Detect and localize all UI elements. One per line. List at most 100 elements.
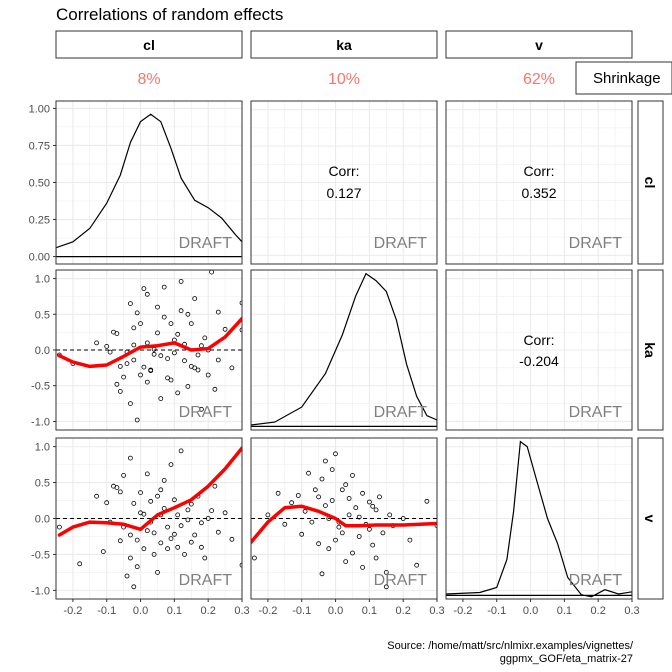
scatter-point	[178, 523, 184, 529]
scatter-point	[251, 555, 257, 561]
x-axis-tick-label: 0.1	[362, 605, 377, 617]
scatter-point	[151, 530, 157, 536]
scatter-point	[188, 539, 194, 545]
scatter-point	[151, 552, 157, 557]
x-axis-tick-label: 0.2	[591, 605, 606, 617]
scatter-point	[94, 493, 99, 499]
scatter-point	[124, 573, 130, 579]
scatter-point	[222, 326, 228, 332]
scatter-point	[215, 309, 221, 315]
scatter-point	[312, 487, 318, 493]
y-axis-tick-label: 0.5	[35, 478, 50, 490]
y-axis-tick-label: 1.0	[35, 442, 50, 454]
scatter-point	[144, 291, 150, 297]
scatter-point	[316, 494, 322, 500]
scatter-point	[309, 519, 315, 525]
axis-layer: -0.2 -0.1 0.0 0.1 0.2 0.3 -0.2 -0.1 0.0 0.1 0.2 0.3…	[29, 103, 640, 617]
draft-watermark: DRAFT	[374, 404, 428, 421]
scatter-point	[161, 284, 167, 290]
y-axis-tick-label: 0.75	[29, 140, 50, 152]
scatter-point	[275, 490, 281, 496]
panel-border	[250, 269, 438, 431]
scatter-point	[165, 524, 171, 530]
scatter-point	[134, 537, 140, 543]
scatter-point	[192, 365, 198, 371]
scatter-point	[94, 340, 99, 346]
x-axis-tick-label: -0.2	[258, 605, 277, 617]
scatter-point	[161, 477, 167, 483]
scatter-point	[127, 555, 133, 561]
scatter-point	[192, 296, 198, 302]
scatter-point	[144, 471, 150, 477]
chart-title: Correlations of random effects	[56, 5, 283, 24]
column-strip-ka: ka	[250, 30, 438, 59]
scatter-point	[134, 310, 140, 316]
scatter-point	[114, 381, 120, 387]
scatter-point	[282, 521, 288, 527]
y-axis-tick-label: 0.5	[35, 309, 50, 321]
scatter-point	[185, 383, 191, 389]
y-axis-tick-label: 0.0	[35, 514, 50, 526]
loess-smooth-line	[251, 504, 437, 544]
draft-watermark: DRAFT	[569, 235, 623, 252]
scatter-point	[188, 321, 194, 327]
scatter-point	[302, 508, 308, 514]
loess-smooth-line	[57, 446, 242, 537]
panel-scatter-ka-vs-cl: DRAFT	[55, 269, 243, 431]
x-axis-tick-label: 0.2	[396, 605, 411, 617]
column-strip-v: v	[445, 30, 633, 59]
draft-watermark: DRAFT	[569, 404, 623, 421]
scatter-point	[339, 487, 345, 493]
scatter-point	[127, 401, 133, 407]
panel-corr-cl-ka: Corr: 0.127 DRAFT	[250, 100, 438, 265]
scatter-point	[117, 489, 123, 495]
scatter-point	[356, 514, 362, 520]
draft-watermark: DRAFT	[179, 572, 233, 589]
scatter-point	[322, 458, 328, 464]
scatter-point	[366, 499, 372, 505]
draft-watermark: DRAFT	[179, 404, 233, 421]
scatter-point	[202, 555, 208, 561]
scatter-point	[175, 544, 181, 550]
scatter-point	[144, 528, 150, 534]
panel-border	[250, 437, 438, 600]
scatter-point	[202, 335, 208, 341]
density-curve-v	[446, 440, 632, 598]
y-axis-tick-label: 0.50	[29, 178, 50, 190]
strip-label: cl	[143, 37, 155, 53]
y-axis-tick-label: 1.00	[29, 103, 50, 115]
scatter-point	[198, 406, 204, 412]
panel-cl-density: DRAFT	[55, 100, 243, 265]
scatter-point	[131, 325, 137, 331]
scatter-point	[141, 546, 147, 552]
scatter-point	[239, 300, 242, 306]
x-axis-tick-label: 0.3	[624, 605, 639, 617]
scatter-point	[127, 301, 133, 307]
scatter-point	[171, 531, 177, 537]
scatter-point	[141, 511, 147, 517]
strip-box	[637, 269, 664, 431]
strip-label: v	[535, 37, 543, 53]
x-axis-tick-label: 0.1	[167, 605, 182, 617]
scatter-point	[185, 507, 191, 513]
scatter-point	[333, 451, 338, 457]
scatter-point	[360, 490, 366, 496]
scatter-point	[131, 357, 137, 363]
density-marks	[56, 113, 242, 258]
scatter-marks	[251, 451, 437, 590]
scatter-point	[178, 308, 184, 314]
panel-v-density: DRAFT	[445, 437, 633, 600]
scatter-point	[295, 493, 301, 498]
scatter-point	[121, 374, 126, 380]
scatter-point	[434, 523, 437, 529]
scatter-point	[117, 363, 123, 369]
scatter-point	[127, 532, 133, 538]
y-axis-tick-label: -1.0	[31, 416, 50, 428]
scatter-point	[387, 512, 393, 518]
scatter-point	[185, 311, 191, 317]
corr-label: Corr:	[523, 332, 554, 348]
scatter-point	[175, 390, 181, 396]
scatter-point	[188, 501, 194, 507]
strip-label: ka	[642, 342, 658, 358]
